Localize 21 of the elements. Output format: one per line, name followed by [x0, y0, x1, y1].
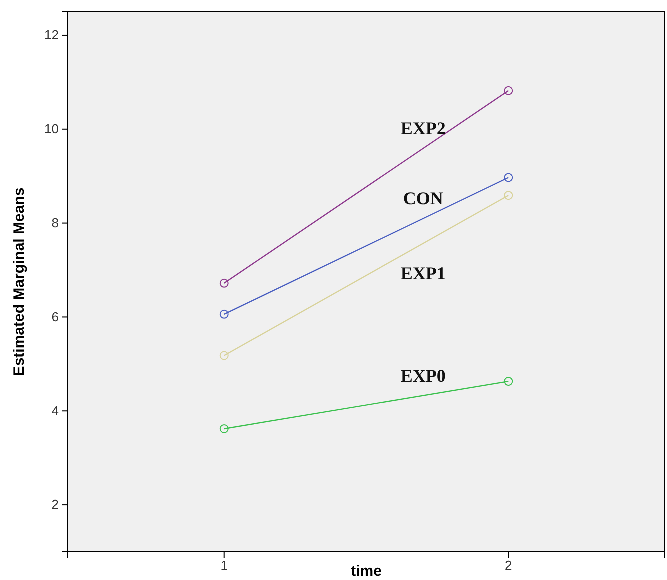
series-label: EXP2	[400, 118, 446, 139]
point	[504, 173, 514, 182]
y-tick-label: 2	[52, 497, 59, 512]
y-tick-label: 12	[44, 28, 59, 43]
point	[504, 86, 514, 96]
point	[220, 310, 229, 319]
y-tick-label: 8	[52, 215, 59, 230]
y-tick-label: 6	[52, 309, 59, 324]
point	[504, 377, 514, 386]
series-label: CON	[403, 188, 444, 209]
y-axis-title: Estimated Marginal Means	[11, 188, 28, 376]
point	[220, 278, 229, 288]
point	[220, 351, 229, 360]
point	[504, 191, 514, 200]
series-label: EXP1	[400, 264, 446, 284]
y-tick-label: 4	[52, 403, 59, 418]
x-tick-label: 1	[220, 558, 228, 574]
series-label: EXP0	[400, 366, 446, 386]
y-tick-label: 10	[44, 122, 59, 137]
point	[220, 424, 229, 434]
x-axis-title: time	[351, 563, 382, 580]
